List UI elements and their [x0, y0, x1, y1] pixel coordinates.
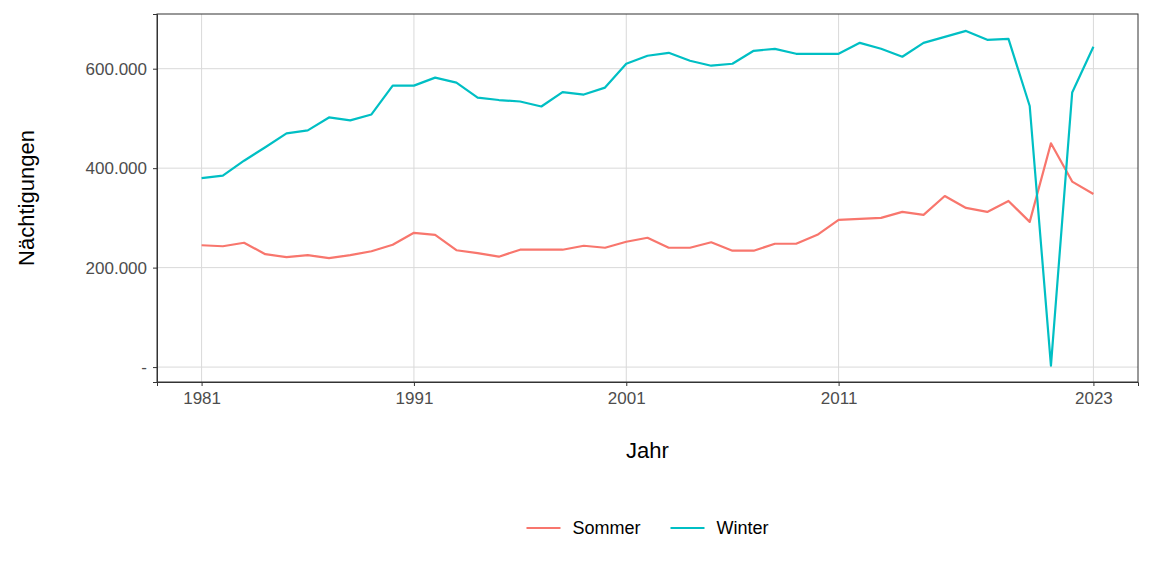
y-axis: - 200.000 400.000 600.000: [86, 15, 158, 383]
tick: 200.000: [86, 259, 157, 278]
tick: 600.000: [86, 60, 157, 79]
grid-line-x: [413, 14, 414, 382]
x-axis-title: Jahr: [626, 438, 669, 463]
legend: Sommer Winter: [526, 518, 768, 538]
tick-label: 2001: [608, 389, 646, 408]
tick-mark: [414, 382, 415, 386]
tick-mark: [153, 69, 157, 70]
grid-line-y: [157, 367, 1138, 368]
tick-mark: [153, 268, 157, 269]
legend-key: [671, 527, 705, 529]
series-line: [202, 31, 1094, 366]
tick: 1991: [396, 382, 434, 408]
axis-line: [153, 15, 158, 383]
lines: [202, 31, 1094, 366]
y-axis-title: Nächtigungen: [14, 130, 39, 266]
tick-mark: [626, 382, 627, 386]
tick-label: 2011: [821, 389, 858, 408]
grid-line-y: [157, 168, 1138, 169]
grid: [157, 14, 1138, 382]
chart: 1981 1991 2001 2011 2023 - 200.000 400.000 600.0…: [0, 0, 1152, 576]
grid-line-x: [201, 14, 202, 382]
grid-line-y: [157, 68, 1138, 69]
tick-label: 600.000: [86, 60, 147, 79]
legend-item: Winter: [671, 518, 769, 538]
tick: -: [141, 358, 157, 377]
tick-label: 200.000: [86, 259, 147, 278]
plot-frame: [157, 14, 1138, 382]
grid-line-x: [626, 14, 627, 382]
tick-label: 1991: [396, 389, 434, 408]
tick: 400.000: [86, 159, 157, 178]
tick-label: 400.000: [86, 159, 147, 178]
axis-line: [158, 383, 1139, 387]
tick-mark: [202, 382, 203, 386]
tick-mark: [839, 382, 840, 386]
legend-key: [526, 527, 560, 529]
tick: 2023: [1075, 382, 1113, 408]
tick-label: -: [141, 358, 147, 377]
tick: 2011: [821, 382, 858, 408]
grid-line-y: [157, 267, 1138, 268]
x-axis: 1981 1991 2001 2011 2023: [158, 382, 1139, 408]
tick-mark: [153, 168, 157, 169]
tick-label: 1981: [183, 389, 221, 408]
legend-item: Sommer: [526, 518, 640, 538]
legend-label: Sommer: [572, 518, 640, 538]
plot-background: [157, 14, 1138, 382]
tick-mark: [153, 367, 157, 368]
tick: 1981: [183, 382, 221, 408]
grid-line-x: [1093, 14, 1094, 382]
grid-line-x: [838, 14, 839, 382]
series-line: [202, 143, 1094, 258]
tick: 2001: [608, 382, 646, 408]
tick-mark: [1093, 382, 1094, 386]
tick-label: 2023: [1075, 389, 1113, 408]
legend-label: Winter: [717, 518, 769, 538]
